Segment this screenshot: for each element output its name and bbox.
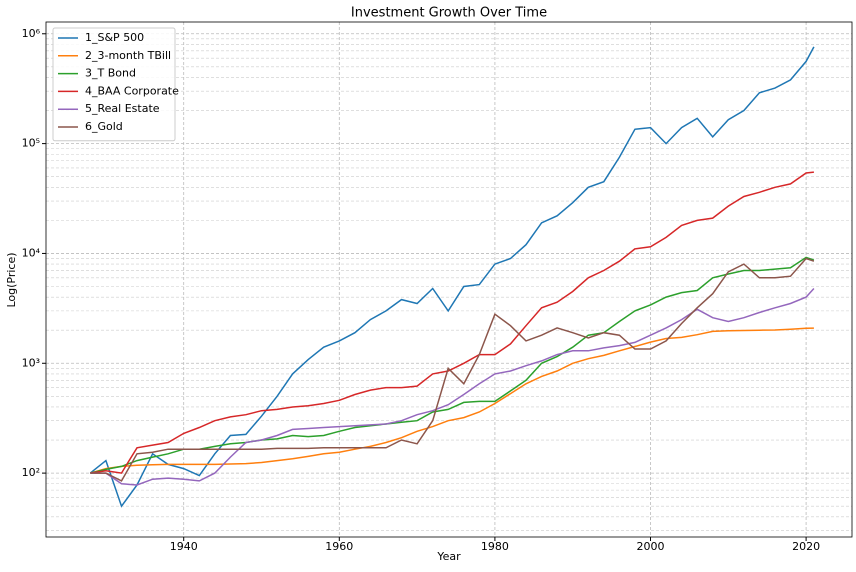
y-tick-label: 10⁶: [22, 27, 41, 40]
legend-label: 5_Real Estate: [85, 102, 160, 115]
x-tick-label: 1960: [325, 540, 353, 553]
y-tick-label: 10³: [22, 356, 40, 369]
x-tick-label: 1980: [481, 540, 509, 553]
legend-box: [52, 27, 176, 142]
legend-label: 3_T Bond: [85, 67, 136, 80]
series-line: [90, 171, 814, 474]
legend-label: 6_Gold: [85, 120, 123, 133]
series-line: [90, 327, 814, 474]
y-tick-label: 10⁴: [22, 246, 41, 259]
plot-frame: [45, 21, 853, 538]
series-line: [90, 287, 815, 486]
series-line: [90, 257, 815, 482]
legend-label: 2_3-month TBill: [85, 49, 171, 62]
y-tick-label: 10⁵: [22, 137, 40, 150]
x-tick-label: 1940: [170, 540, 198, 553]
x-tick-label: 2000: [637, 540, 665, 553]
legend-label: 4_BAA Corporate: [85, 84, 179, 97]
x-tick-label: 2020: [792, 540, 820, 553]
series-line: [90, 256, 815, 474]
legend-label: 1_S&P 500: [85, 31, 144, 44]
x-axis-label: Year: [436, 550, 461, 563]
y-axis-label: Log(Price): [5, 252, 18, 307]
chart-title: Investment Growth Over Time: [351, 6, 547, 21]
series-line: [89, 46, 815, 508]
y-tick-label: 10²: [22, 466, 40, 479]
